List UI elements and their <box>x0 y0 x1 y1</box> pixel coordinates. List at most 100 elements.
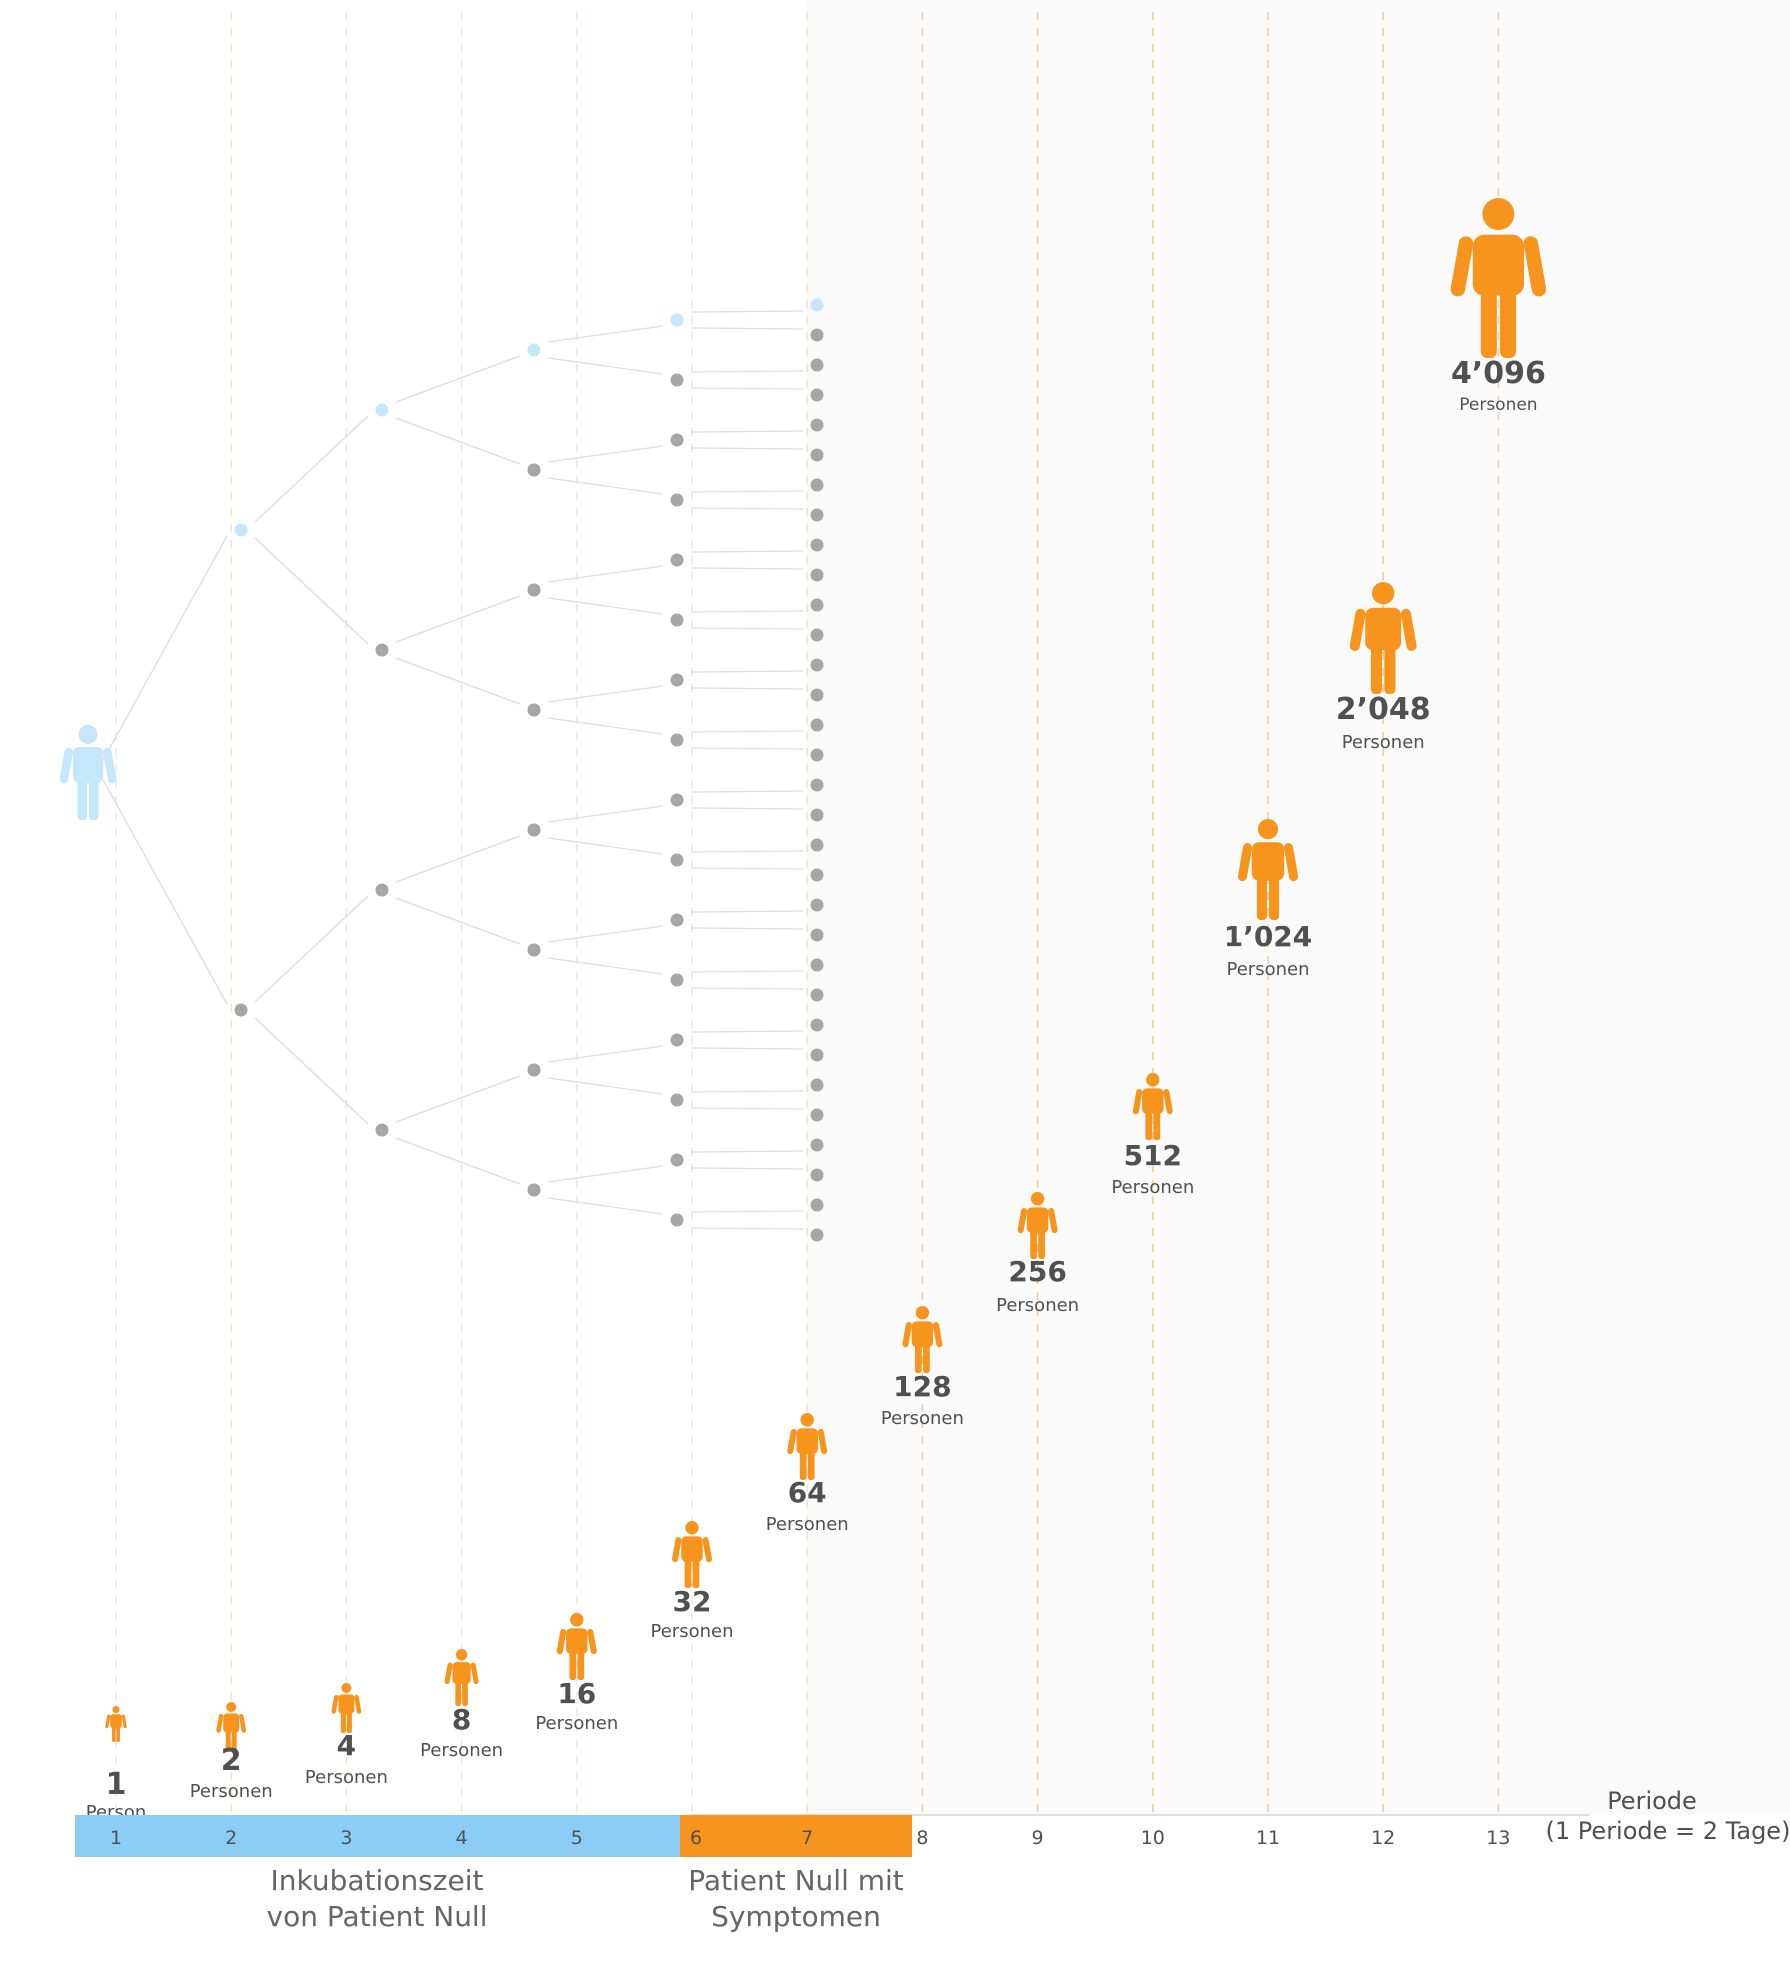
tree-node-10010 <box>810 838 824 852</box>
x-tick-4: 4 <box>456 1827 468 1849</box>
x-axis-subtitle: (1 Periode = 2 Tage) <box>1546 1817 1790 1845</box>
tree-node-101 <box>527 943 541 957</box>
tree-node-111 <box>527 1183 541 1197</box>
tree-node-1011 <box>670 973 684 987</box>
count-label-3: 4 <box>337 1729 356 1762</box>
unit-label-10: Personen <box>1111 1177 1194 1198</box>
tree-node-10110 <box>810 958 824 972</box>
tree-node-1100 <box>670 1033 684 1047</box>
patient-zero-icon <box>59 725 117 820</box>
tree-node-0010 <box>670 433 684 447</box>
count-label-7: 64 <box>788 1476 827 1509</box>
unit-label-13: Personen <box>1459 395 1537 415</box>
tree-node-11011 <box>810 1108 824 1122</box>
unit-label-11: Personen <box>1227 959 1310 980</box>
tree-node-11100 <box>810 1138 824 1152</box>
tree-node-10000 <box>810 778 824 792</box>
tree-node-00011 <box>810 388 824 402</box>
tree-node-10100 <box>810 898 824 912</box>
tree-node-00100 <box>810 418 824 432</box>
tree-node-1 <box>234 1003 248 1017</box>
tree-node-0 <box>234 523 248 537</box>
unit-label-4: Personen <box>420 1740 503 1761</box>
tree-node-000 <box>527 343 541 357</box>
count-label-12: 2’048 <box>1336 692 1431 727</box>
tree-node-10001 <box>810 808 824 822</box>
symptom-phase-bar <box>680 1815 912 1857</box>
tree-node-0100 <box>670 553 684 567</box>
tree-node-01111 <box>810 748 824 762</box>
tree-node-01100 <box>810 658 824 672</box>
count-label-4: 8 <box>452 1703 471 1736</box>
tree-node-11010 <box>810 1078 824 1092</box>
tree-node-1111 <box>670 1213 684 1227</box>
tree-node-0011 <box>670 493 684 507</box>
unit-label-3: Personen <box>305 1767 388 1788</box>
tree-node-1000 <box>670 793 684 807</box>
tree-node-01001 <box>810 568 824 582</box>
tree-node-010 <box>527 583 541 597</box>
incubation-label-line1: Inkubationszeit <box>271 1864 484 1897</box>
person-figure-8 <box>902 1306 943 1373</box>
count-label-8: 128 <box>893 1370 951 1403</box>
unit-label-7: Personen <box>766 1514 849 1535</box>
unit-label-6: Personen <box>651 1621 734 1642</box>
tree-node-11110 <box>810 1198 824 1212</box>
person-figure-9 <box>1017 1192 1058 1259</box>
tree-node-1101 <box>670 1093 684 1107</box>
tree-node-00101 <box>810 448 824 462</box>
count-label-1: 1 <box>106 1767 127 1802</box>
symptom-label-line2: Symptomen <box>711 1900 881 1933</box>
count-label-11: 1’024 <box>1224 920 1313 953</box>
tree-node-0000 <box>670 313 684 327</box>
tree-node-110 <box>527 1063 541 1077</box>
tree-node-00 <box>375 403 389 417</box>
tree-node-10011 <box>810 868 824 882</box>
tree-node-1001 <box>670 853 684 867</box>
tree-node-100 <box>527 823 541 837</box>
person-figure-7 <box>787 1413 828 1480</box>
right-background-panel <box>806 0 1790 1815</box>
tree-node-011 <box>527 703 541 717</box>
x-tick-9: 9 <box>1032 1827 1044 1849</box>
x-tick-7: 7 <box>801 1827 813 1849</box>
tree-node-00110 <box>810 478 824 492</box>
tree-node-00010 <box>810 358 824 372</box>
tree-node-10 <box>375 883 389 897</box>
patient-zero-figure <box>59 725 117 820</box>
tree-node-01110 <box>810 718 824 732</box>
x-tick-12: 12 <box>1371 1827 1395 1849</box>
tree-node-10101 <box>810 928 824 942</box>
tree-node-11 <box>375 1123 389 1137</box>
count-label-10: 512 <box>1124 1139 1182 1172</box>
tree-node-11001 <box>810 1048 824 1062</box>
person-figure-12 <box>1349 582 1417 694</box>
tree-node-001 <box>527 463 541 477</box>
tree-node-01 <box>375 643 389 657</box>
x-tick-6: 6 <box>690 1827 702 1849</box>
tree-node-11101 <box>810 1168 824 1182</box>
x-tick-8: 8 <box>916 1827 928 1849</box>
person-figure-1 <box>105 1706 127 1742</box>
tree-node-10111 <box>810 988 824 1002</box>
tree-node-00111 <box>810 508 824 522</box>
tree-node-01000 <box>810 538 824 552</box>
count-label-13: 4’096 <box>1451 356 1546 391</box>
x-tick-11: 11 <box>1256 1827 1280 1849</box>
tree-node-11111 <box>810 1228 824 1242</box>
person-figure-11 <box>1237 819 1299 920</box>
tree-node-11000 <box>810 1018 824 1032</box>
growth-figures: 1Person2Personen4Personen8Personen16Pers… <box>86 198 1547 1823</box>
infection-tree <box>101 298 824 1242</box>
incubation-label-line2: von Patient Null <box>267 1900 488 1933</box>
unit-label-8: Personen <box>881 1408 964 1429</box>
tree-node-01010 <box>810 598 824 612</box>
tree-node-0110 <box>670 673 684 687</box>
count-label-5: 16 <box>557 1677 596 1710</box>
person-figure-6 <box>672 1521 712 1588</box>
tree-node-01011 <box>810 628 824 642</box>
person-figure-3 <box>331 1683 362 1733</box>
count-label-9: 256 <box>1008 1255 1066 1288</box>
x-tick-1: 1 <box>110 1827 122 1849</box>
